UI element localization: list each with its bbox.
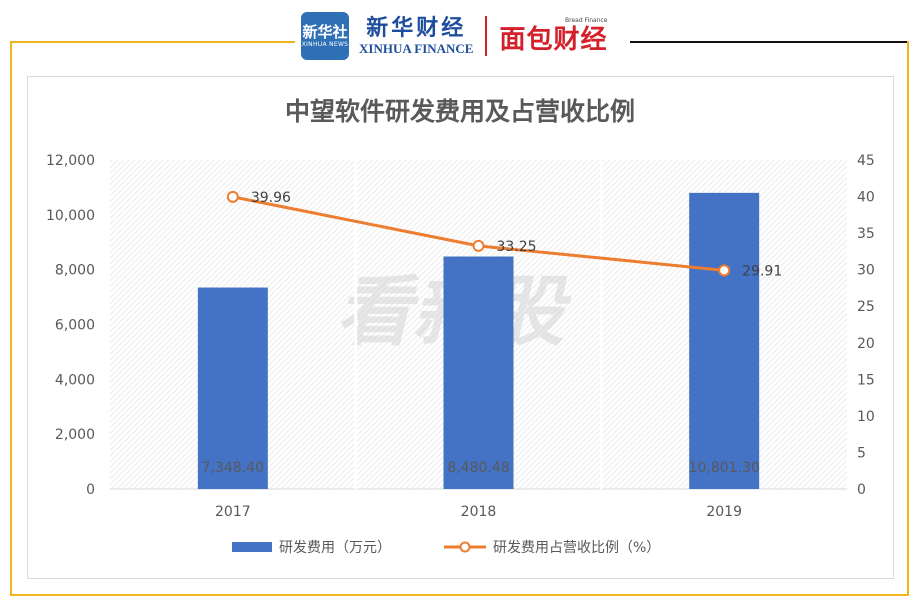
frame-top-right bbox=[630, 41, 909, 43]
bread-finance-cn: 面包财经 bbox=[499, 25, 608, 55]
line-point bbox=[718, 264, 731, 277]
y-right-tick-label: 5 bbox=[857, 445, 866, 461]
xinhua-finance-en: XINHUA FINANCE bbox=[359, 41, 474, 56]
xinhua-finance-cn: 新华财经 bbox=[366, 15, 467, 41]
frame-bottom bbox=[10, 594, 909, 596]
legend: 研发费用（万元） 研发费用占营收比例（%） bbox=[232, 540, 660, 556]
xinhua-badge-cn: 新华社 bbox=[302, 23, 348, 41]
bar bbox=[443, 256, 514, 489]
x-tick-label: 2019 bbox=[706, 504, 742, 520]
bread-finance-en: Bread Finance bbox=[565, 17, 608, 24]
xinhua-finance-logo: 新华财经 XINHUA FINANCE bbox=[359, 15, 473, 57]
bar bbox=[689, 192, 760, 489]
y-right-tick-label: 10 bbox=[857, 409, 875, 425]
y-left-tick-label: 12,000 bbox=[46, 153, 95, 169]
xinhua-badge-en: XINHUA NEWS bbox=[301, 41, 349, 48]
legend-bar-label: 研发费用（万元） bbox=[279, 540, 391, 556]
bar bbox=[197, 287, 268, 489]
y-left-tick-label: 0 bbox=[86, 482, 95, 498]
y-right-tick-label: 0 bbox=[857, 482, 866, 498]
y-left-tick-label: 6,000 bbox=[55, 318, 95, 334]
y-left-tick-label: 2,000 bbox=[55, 427, 95, 443]
legend-line-label: 研发费用占营收比例（%） bbox=[493, 540, 660, 556]
frame-right bbox=[907, 41, 909, 596]
brand-header: 新华社 XINHUA NEWS 新华财经 XINHUA FINANCE Brea… bbox=[295, 8, 614, 64]
bar-data-label: 7,348.40 bbox=[202, 460, 264, 476]
legend-bar-swatch bbox=[232, 542, 272, 552]
y-right-tick-label: 20 bbox=[857, 336, 875, 352]
bar-data-label: 10,801.30 bbox=[689, 460, 760, 476]
bread-finance-logo: Bread Finance 面包财经 bbox=[499, 17, 607, 55]
x-tick-label: 2018 bbox=[461, 504, 497, 520]
line-point bbox=[226, 190, 239, 203]
y-right-tick-label: 45 bbox=[857, 153, 875, 169]
logo-separator bbox=[485, 16, 488, 56]
bar-data-label: 8,480.48 bbox=[447, 460, 509, 476]
line-data-label: 39.96 bbox=[251, 190, 291, 206]
legend-line-marker bbox=[459, 541, 471, 553]
chart-title: 中望软件研发费用及占营收比例 bbox=[285, 97, 635, 126]
y-left-tick-label: 10,000 bbox=[46, 208, 95, 224]
y-right-tick-label: 15 bbox=[857, 372, 875, 388]
y-right-tick-label: 30 bbox=[857, 263, 875, 279]
y-right-tick-label: 25 bbox=[857, 299, 875, 315]
xinhua-news-logo: 新华社 XINHUA NEWS bbox=[301, 12, 349, 60]
y-right-tick-label: 40 bbox=[857, 190, 875, 206]
frame-top-left bbox=[10, 41, 295, 43]
y-left-tick-label: 8,000 bbox=[55, 263, 95, 279]
line-point bbox=[472, 239, 485, 252]
x-tick-label: 2017 bbox=[215, 504, 251, 520]
y-left-tick-label: 4,000 bbox=[55, 372, 95, 388]
line-data-label: 29.91 bbox=[742, 263, 782, 279]
line-data-label: 33.25 bbox=[497, 239, 537, 255]
frame-left bbox=[10, 41, 12, 596]
y-right-tick-label: 35 bbox=[857, 226, 875, 242]
